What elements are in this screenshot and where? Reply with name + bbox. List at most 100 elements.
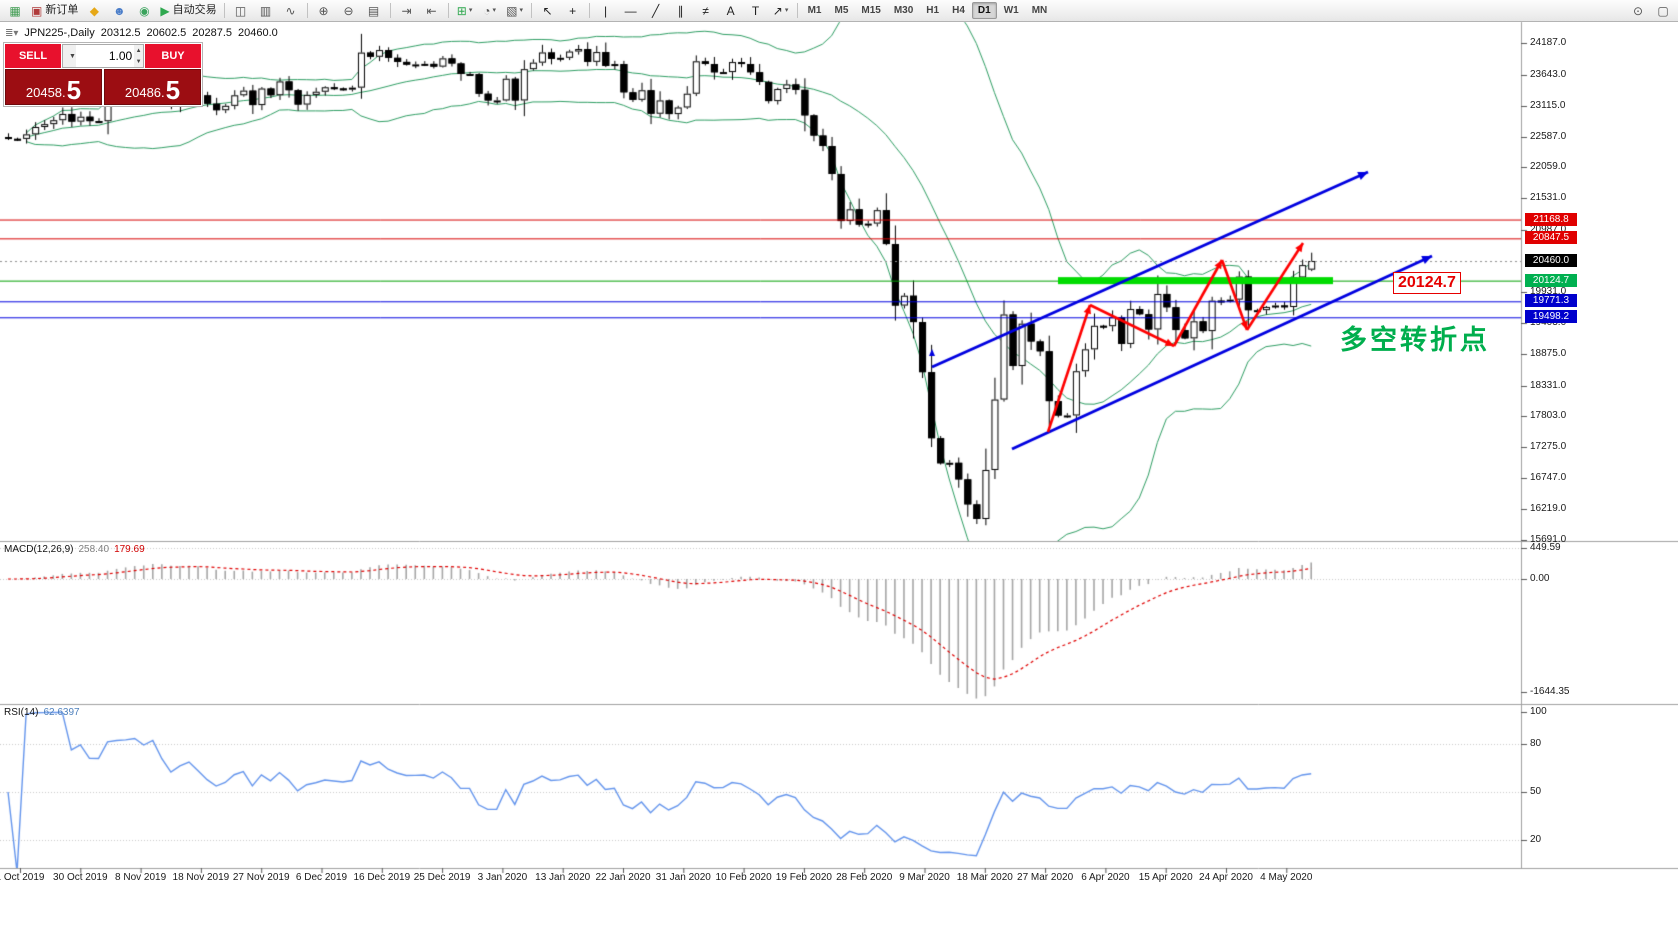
buy-button[interactable]: BUY [145, 44, 201, 68]
time-axis[interactable]: 1 Oct 2019 30 Oct 2019 8 Nov 2019 18 Nov 20… [0, 870, 1521, 886]
favorites-icon[interactable]: ◆ [89, 3, 99, 18]
macd-name: MACD(12,26,9) [4, 544, 74, 555]
chart-menu-icon[interactable]: ≣▾ [5, 27, 19, 39]
arrows-icon[interactable]: ↗ ▾ [772, 3, 789, 18]
volume-field: ▼ ▲ ▼ [62, 44, 144, 68]
rsi-indicator-label: RSI(14) 62.6397 [4, 707, 80, 718]
macd-scale-label: 0.00 [1530, 573, 1550, 584]
macd-signal-value: 179.69 [114, 544, 145, 555]
zoom-out-icon[interactable]: ⊖ [343, 3, 354, 18]
time-axis-label: 24 Apr 2020 [1199, 872, 1253, 883]
timeframe-w1[interactable]: W1 [1003, 5, 1019, 16]
horizontal-line-icon[interactable]: — [624, 3, 637, 18]
autotrading-button[interactable]: ▶ 自动交易 [160, 3, 217, 18]
time-axis-label: 30 Oct 2019 [53, 872, 108, 883]
turning-point-annotation[interactable]: 多空转折点 [1340, 325, 1490, 355]
price-scale-label: 18875.0 [1530, 347, 1567, 359]
rsi-scale-label: 100 [1530, 706, 1547, 717]
periods-icon[interactable]: ◔ ▾ [483, 3, 496, 18]
volume-down-button[interactable]: ▼ [134, 56, 143, 67]
timeframe-m1[interactable]: M1 [807, 5, 822, 16]
volume-dropdown-button[interactable]: ▼ [63, 45, 76, 67]
tile-windows-icon[interactable]: ▤ [367, 3, 380, 18]
templates-icon[interactable]: ▧ ▾ [506, 3, 523, 18]
timeframe-mn[interactable]: MN [1031, 5, 1048, 16]
level-price-label[interactable]: 20124.7 [1393, 272, 1461, 294]
channel-icon[interactable]: ∥ [677, 3, 684, 18]
time-axis-label: 31 Jan 2020 [655, 872, 711, 883]
volume-up-button[interactable]: ▲ [134, 45, 143, 56]
timeframe-m15[interactable]: M15 [861, 5, 881, 16]
indicators-icon[interactable]: ⊞ ▾ [456, 3, 473, 18]
rsi-value: 62.6397 [43, 707, 80, 718]
time-axis-label: 10 Feb 2020 [715, 872, 772, 883]
chart-low-value: 20287.5 [192, 27, 233, 39]
timeframe-m30[interactable]: M30 [893, 5, 914, 16]
timeframe-m5[interactable]: M5 [834, 5, 849, 16]
search-icon[interactable]: ⊙ [1632, 3, 1644, 18]
vertical-line-icon[interactable]: | [604, 3, 608, 18]
volume-input[interactable] [76, 45, 135, 67]
chart-high-value: 20602.5 [146, 27, 187, 39]
trendline-icon[interactable]: ╱ [651, 3, 660, 18]
one-click-trade-panel: SELL ▼ ▲ ▼ BUY 20458. 5 20486. 5 [3, 42, 203, 107]
time-axis-label: 18 Mar 2020 [956, 872, 1013, 883]
new-chart-icon[interactable]: ▦ [9, 3, 21, 18]
rsi-name: RSI(14) [4, 707, 39, 718]
timeframe-d1[interactable]: D1 [971, 2, 997, 19]
timeframe-h1[interactable]: H1 [926, 5, 940, 16]
chart-ohlc-header: ≣▾ JPN225-,Daily 20312.5 20602.5 20287.5… [5, 27, 278, 39]
price-scale-label: 16747.0 [1530, 472, 1567, 484]
price-tag-19498.2: 19498.2 [1525, 310, 1577, 324]
toolbar-separator [223, 3, 225, 18]
fibonacci-icon[interactable]: ≠ [702, 3, 709, 18]
price-scale-label: 19931.0 [1530, 285, 1567, 297]
profile-icon[interactable]: ☻ [113, 3, 126, 18]
price-scale-label: 18331.0 [1530, 379, 1567, 391]
time-axis-label: 6 Apr 2020 [1081, 872, 1130, 883]
line-chart-icon[interactable]: ∿ [285, 3, 296, 18]
buy-price-display[interactable]: 20486. 5 [104, 69, 201, 105]
rsi-scale-label: 50 [1530, 786, 1542, 797]
bar-chart-icon[interactable]: ◫ [234, 3, 247, 18]
cursor-icon[interactable]: ↖ [542, 3, 553, 18]
toolbar-separator [530, 3, 532, 18]
sell-price-display[interactable]: 20458. 5 [5, 69, 102, 105]
crosshair-icon[interactable]: + [569, 3, 577, 18]
time-axis-label: 13 Jan 2020 [535, 872, 591, 883]
time-axis-label: 3 Jan 2020 [477, 872, 528, 883]
price-scale-label: 16219.0 [1530, 503, 1567, 515]
sell-button[interactable]: SELL [5, 44, 61, 68]
price-tag-20124.7: 20124.7 [1525, 273, 1577, 287]
time-axis-label: 19 Feb 2020 [775, 872, 832, 883]
price-scale-label: 20987.0 [1530, 224, 1567, 236]
auto-scroll-icon[interactable]: ⇥ [401, 3, 412, 18]
text-label-icon[interactable]: T [751, 3, 760, 18]
time-axis-label: 15 Apr 2020 [1138, 872, 1193, 883]
timeframe-h4[interactable]: H4 [952, 5, 965, 16]
price-scale-label: 24187.0 [1530, 37, 1567, 48]
price-tag-20847.5: 20847.5 [1525, 231, 1577, 245]
chart-shift-icon[interactable]: ⇤ [426, 3, 437, 18]
toolbar-separator [306, 3, 308, 18]
time-axis-label: 9 Mar 2020 [899, 872, 950, 883]
price-scale-label: 17803.0 [1530, 410, 1567, 422]
time-axis-label: 25 Dec 2019 [413, 872, 471, 883]
zoom-in-icon[interactable]: ⊕ [318, 3, 329, 18]
buy-price-big-digit: 5 [165, 74, 181, 105]
time-axis-label: 27 Mar 2020 [1017, 872, 1074, 883]
candlestick-chart-icon[interactable]: ▥ [259, 3, 272, 18]
text-icon[interactable]: A [726, 3, 735, 18]
toolbar-separator [447, 3, 449, 18]
new-order-button[interactable]: ▣ 新订单 [31, 3, 79, 18]
time-axis-label: 1 Oct 2019 [0, 872, 45, 883]
sell-price-big-digit: 5 [66, 74, 82, 105]
market-listen-icon[interactable]: ◉ [139, 3, 150, 18]
time-axis-label: 18 Nov 2019 [172, 872, 230, 883]
price-scale-label: 15691.0 [1530, 534, 1567, 545]
price-scale[interactable]: 24187.0 23643.0 23115.0 22587.0 22059.0 21531… [1523, 22, 1678, 868]
chat-icon[interactable]: ▢ [1657, 3, 1669, 18]
time-axis-label: 6 Dec 2019 [295, 872, 348, 883]
